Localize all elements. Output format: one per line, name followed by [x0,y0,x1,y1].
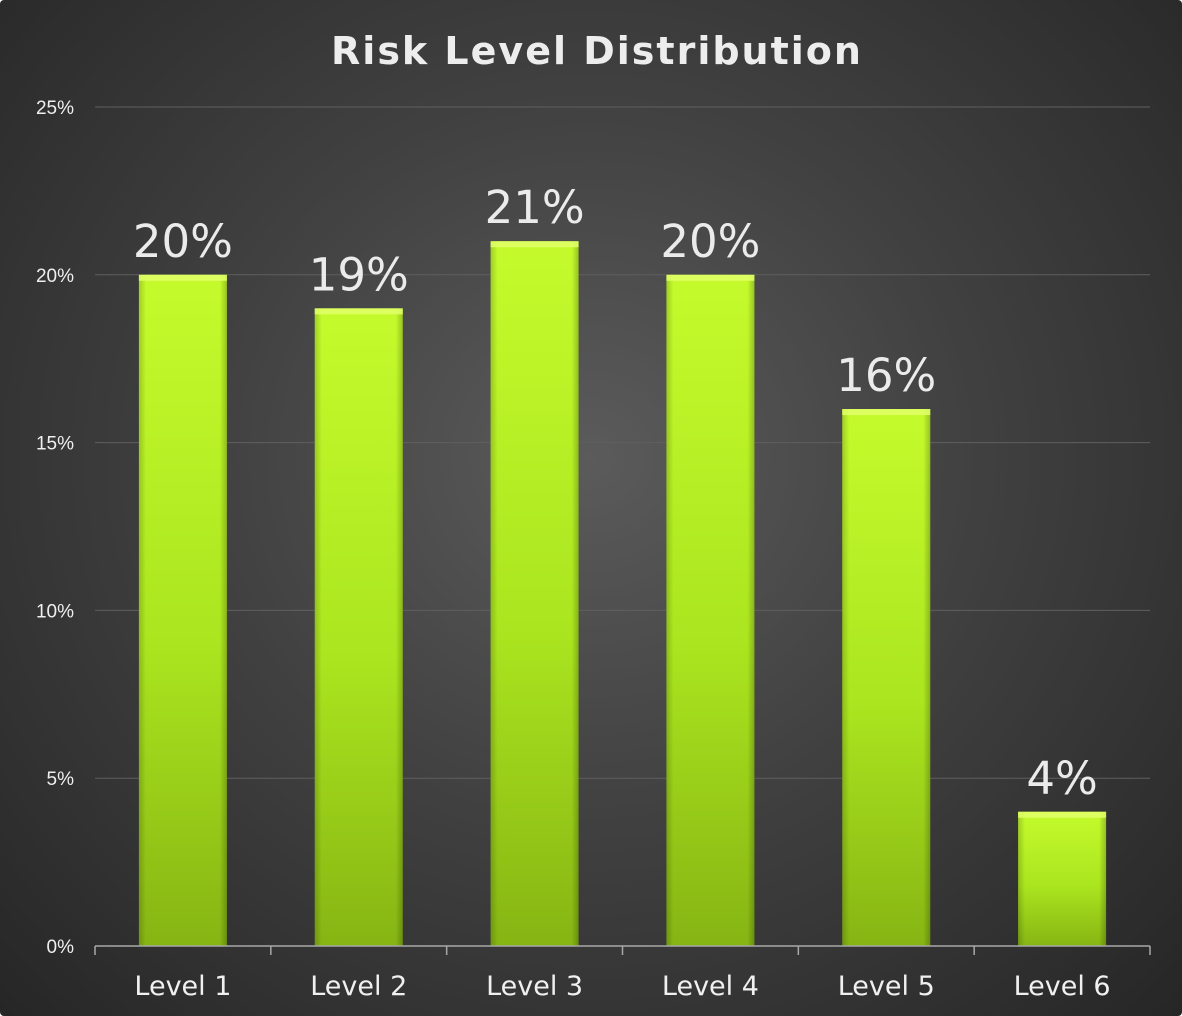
bar [1018,811,1107,946]
y-tick-label: 25% [36,98,74,119]
bar-highlight [490,241,579,248]
bar-shade [666,274,755,946]
bar [138,274,227,946]
bar-shade [490,241,579,947]
x-axis-ticks: Level 1 Level 2 Level 3 Level 4 Level 5 Level… [134,971,1110,1002]
y-tick-label: 0% [47,937,75,958]
data-label: 19% [309,248,409,301]
bar [490,241,579,947]
bar-highlight [314,308,403,315]
y-tick-label: 5% [47,769,75,790]
data-label: 4% [1026,752,1097,805]
x-tick-label: Level 6 [1014,971,1111,1002]
bar-highlight [138,274,227,281]
y-tick-label: 15% [36,434,74,455]
x-tick-label: Level 1 [134,971,231,1002]
bar-shade [1018,811,1107,946]
bar-shade [842,409,931,946]
y-axis-ticks: 0% 5% 10% 15% 20% 25% [36,98,74,958]
x-tick-label: Level 3 [486,971,583,1002]
y-tick-label: 20% [36,266,74,287]
bar-shade [138,274,227,946]
y-tick-label: 10% [36,601,74,622]
bar [842,409,931,946]
bar-highlight [666,274,755,281]
data-labels: 20% 19% 21% 20% 16% 4% [133,181,1098,805]
data-label: 20% [133,215,233,268]
bar-shade [314,308,403,946]
data-label: 20% [660,215,760,268]
bar [314,308,403,946]
bar [666,274,755,946]
x-tick-label: Level 5 [838,971,935,1002]
x-tick-label: Level 4 [662,971,759,1002]
gridlines [95,106,1150,779]
bar-highlight [1018,811,1107,818]
data-label: 21% [485,181,585,234]
x-axis [94,945,1151,955]
chart-title: Risk Level Distribution [331,29,863,73]
x-tick-label: Level 2 [310,971,407,1002]
data-label: 16% [836,349,936,402]
bar-highlight [842,409,931,416]
bars [138,241,1107,947]
